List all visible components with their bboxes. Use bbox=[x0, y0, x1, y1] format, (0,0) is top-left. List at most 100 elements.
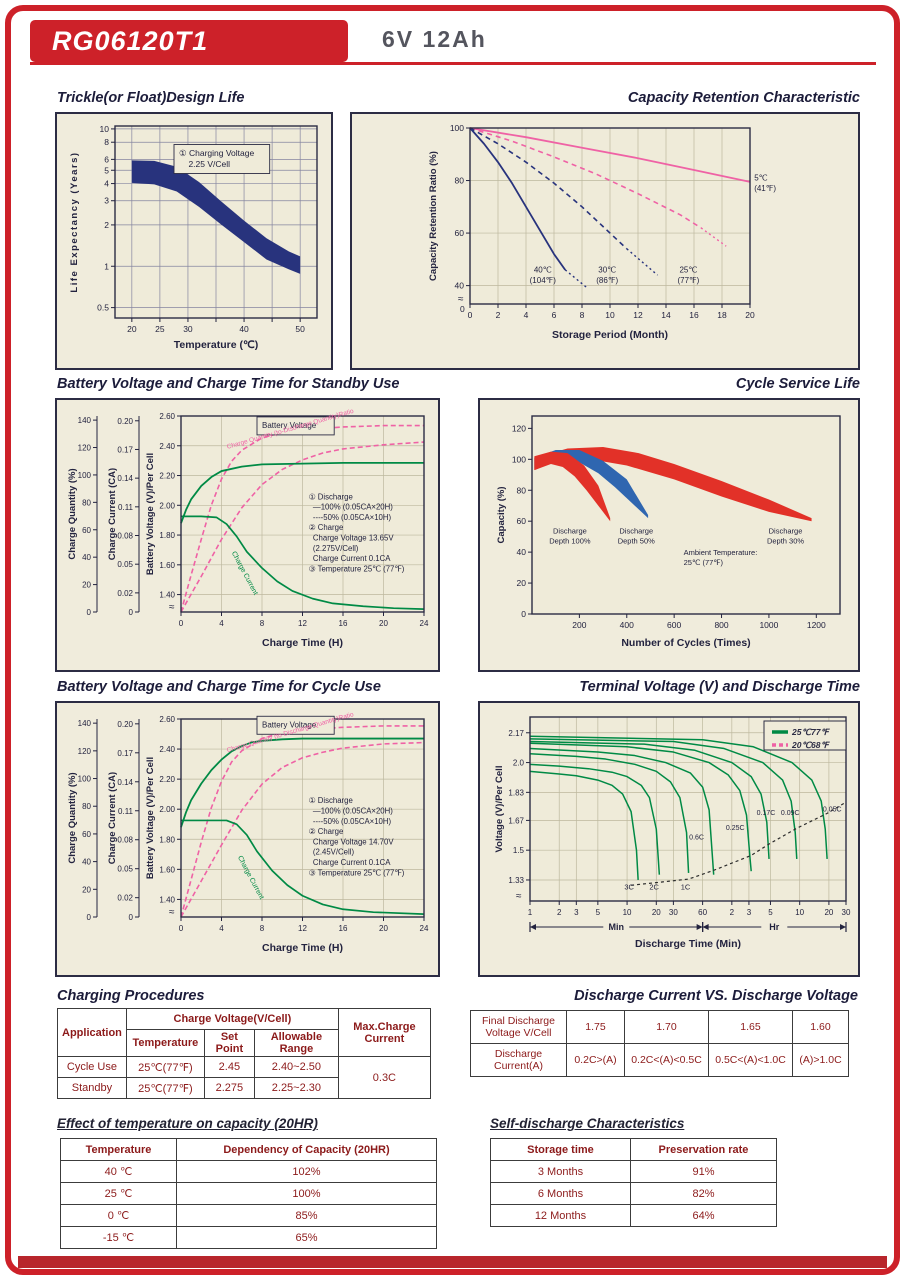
svg-text:16: 16 bbox=[339, 619, 348, 628]
svg-text:Discharge: Discharge bbox=[553, 527, 587, 536]
table-cell: Charge Voltage(V/Cell) bbox=[125, 1008, 339, 1030]
svg-text:1.80: 1.80 bbox=[159, 835, 175, 844]
svg-text:5: 5 bbox=[596, 908, 601, 917]
svg-text:1200: 1200 bbox=[807, 620, 826, 630]
svg-text:80: 80 bbox=[82, 802, 91, 811]
table-cell: Preservation rate bbox=[630, 1138, 777, 1161]
svg-text:60: 60 bbox=[517, 516, 527, 526]
svg-text:100: 100 bbox=[450, 123, 464, 133]
svg-text:120: 120 bbox=[512, 423, 526, 433]
svg-text:10: 10 bbox=[100, 124, 110, 134]
table-cell: 102% bbox=[176, 1160, 437, 1183]
svg-text:6: 6 bbox=[104, 154, 109, 164]
svg-text:18: 18 bbox=[717, 310, 727, 320]
svg-text:0.14: 0.14 bbox=[117, 474, 133, 483]
svg-text:2.40: 2.40 bbox=[159, 442, 175, 451]
svg-text:30℃: 30℃ bbox=[598, 265, 616, 274]
svg-text:16: 16 bbox=[689, 310, 699, 320]
table-cell: 1.70 bbox=[624, 1010, 709, 1044]
svg-text:0: 0 bbox=[87, 913, 92, 922]
table-cell: 25℃(77℉) bbox=[125, 1056, 205, 1078]
svg-text:100: 100 bbox=[512, 454, 526, 464]
svg-text:Depth 100%: Depth 100% bbox=[549, 537, 591, 546]
svg-text:25℃: 25℃ bbox=[679, 265, 697, 274]
table-cell: 0.2C>(A) bbox=[566, 1043, 625, 1077]
svg-text:(41℉): (41℉) bbox=[754, 184, 776, 193]
svg-text:0: 0 bbox=[468, 310, 473, 320]
svg-text:60: 60 bbox=[455, 228, 465, 238]
svg-text:0: 0 bbox=[521, 609, 526, 619]
svg-text:1.60: 1.60 bbox=[159, 561, 175, 570]
svg-text:80: 80 bbox=[82, 498, 91, 507]
svg-text:1.83: 1.83 bbox=[508, 788, 524, 797]
svg-text:Discharge: Discharge bbox=[619, 527, 653, 536]
svg-text:0: 0 bbox=[460, 304, 465, 314]
svg-text:1.33: 1.33 bbox=[508, 876, 524, 885]
table-cell: 3 Months bbox=[490, 1160, 631, 1183]
svg-text:Charge Quantity (%): Charge Quantity (%) bbox=[67, 772, 78, 863]
model-badge: RG06120T1 bbox=[30, 20, 348, 62]
svg-text:400: 400 bbox=[620, 620, 634, 630]
svg-text:(77℉): (77℉) bbox=[677, 276, 699, 285]
svg-text:10: 10 bbox=[605, 310, 615, 320]
svg-text:0.08: 0.08 bbox=[117, 836, 133, 845]
svg-text:① Discharge: ① Discharge bbox=[309, 796, 353, 805]
spec-text: 6V 12Ah bbox=[382, 26, 487, 52]
svg-text:0: 0 bbox=[179, 924, 184, 933]
svg-text:0: 0 bbox=[129, 608, 134, 617]
svg-text:10: 10 bbox=[795, 908, 804, 917]
svg-text:Charge Voltage 13.65V: Charge Voltage 13.65V bbox=[309, 534, 395, 543]
svg-text:3: 3 bbox=[747, 908, 752, 917]
svg-text:Charge Time (H): Charge Time (H) bbox=[262, 942, 343, 954]
table-cell: Max.Charge Current bbox=[337, 1008, 431, 1057]
svg-text:(86℉): (86℉) bbox=[596, 276, 618, 285]
svg-text:② Charge: ② Charge bbox=[309, 827, 344, 836]
svg-text:1C: 1C bbox=[681, 883, 691, 892]
svg-text:① Discharge: ① Discharge bbox=[309, 492, 353, 501]
standby-charge-svg: 0 4 8 12 16 20 24 1.40 1.60 1.80 2.00 2.20 2.40 2.60 B… bbox=[67, 408, 429, 649]
header-divider bbox=[30, 62, 876, 65]
svg-text:—100% (0.05CA×20H): —100% (0.05CA×20H) bbox=[309, 503, 394, 512]
svg-text:0.17C: 0.17C bbox=[757, 810, 776, 817]
standby-charge-chart: 0 4 8 12 16 20 24 1.40 1.60 1.80 2.00 2.20 2.40 2.60 B… bbox=[55, 398, 440, 672]
table-cell: Final Discharge Voltage V/Cell bbox=[470, 1010, 567, 1044]
svg-text:Depth 50%: Depth 50% bbox=[618, 537, 655, 546]
svg-text:24: 24 bbox=[420, 924, 429, 933]
charging-table: Application Charge Voltage(V/Cell) Max.Cha… bbox=[57, 1008, 431, 1099]
svg-text:Battery Voltage: Battery Voltage bbox=[262, 720, 317, 729]
table-cell: Temperature bbox=[60, 1138, 177, 1161]
capacity-retention-svg: 0 2 4 6 8 10 12 14 16 18 20 40 60 80 100 Capacity Reten… bbox=[428, 123, 776, 341]
svg-text:2: 2 bbox=[557, 908, 562, 917]
svg-text:Battery Voltage: Battery Voltage bbox=[262, 421, 317, 430]
svg-text:25℃77℉: 25℃77℉ bbox=[791, 727, 830, 737]
svg-text:8: 8 bbox=[104, 137, 109, 147]
svg-text:200: 200 bbox=[572, 620, 586, 630]
title-design-life: Trickle(or Float)Design Life bbox=[57, 90, 245, 106]
title-capacity-retention: Capacity Retention Characteristic bbox=[627, 90, 860, 106]
svg-text:2.60: 2.60 bbox=[159, 412, 175, 421]
svg-text:12: 12 bbox=[298, 924, 307, 933]
svg-text:0.05: 0.05 bbox=[117, 560, 133, 569]
svg-text:0.08: 0.08 bbox=[117, 532, 133, 541]
table-cell: 2.275 bbox=[203, 1077, 255, 1099]
svg-text:(2.45V/Cell): (2.45V/Cell) bbox=[309, 848, 355, 857]
svg-text:----50% (0.05CA×10H): ----50% (0.05CA×10H) bbox=[309, 513, 392, 522]
svg-text:0.05: 0.05 bbox=[117, 865, 133, 874]
svg-text:50: 50 bbox=[295, 324, 305, 334]
table-cell: 85% bbox=[176, 1204, 437, 1227]
svg-text:40: 40 bbox=[455, 281, 465, 291]
svg-text:0.6C: 0.6C bbox=[689, 835, 704, 842]
svg-text:0.5: 0.5 bbox=[97, 303, 109, 313]
svg-text:≈: ≈ bbox=[458, 294, 464, 305]
svg-text:0.05C: 0.05C bbox=[823, 807, 842, 814]
svg-text:2.00: 2.00 bbox=[159, 501, 175, 510]
svg-text:1.80: 1.80 bbox=[159, 531, 175, 540]
table-cell: 25 ℃ bbox=[60, 1182, 177, 1205]
title-terminal-voltage: Terminal Voltage (V) and Discharge Time bbox=[579, 679, 860, 695]
svg-text:Charge Voltage 14.70V: Charge Voltage 14.70V bbox=[309, 837, 395, 846]
table-cell: 82% bbox=[630, 1182, 777, 1205]
svg-text:≈: ≈ bbox=[516, 891, 522, 902]
svg-text:40: 40 bbox=[82, 553, 91, 562]
svg-text:≈: ≈ bbox=[169, 602, 175, 613]
svg-text:40: 40 bbox=[82, 858, 91, 867]
